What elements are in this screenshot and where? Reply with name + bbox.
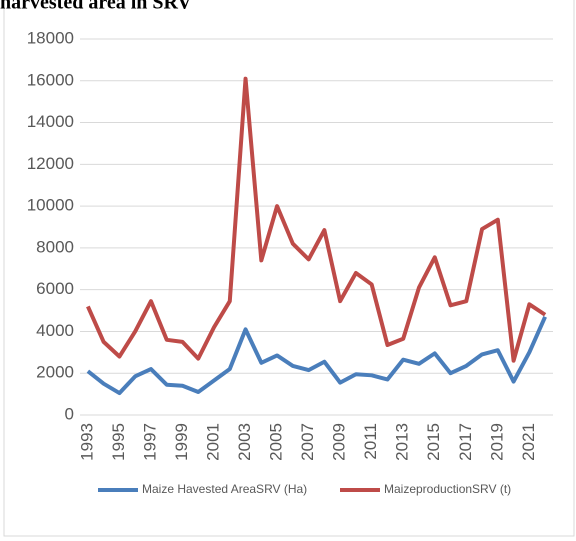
y-tick-label: 6000 <box>36 279 74 298</box>
legend-label: MaizeproductionSRV (t) <box>384 482 511 496</box>
y-tick-label: 4000 <box>36 321 74 340</box>
series-line <box>86 316 547 396</box>
y-tick-label: 16000 <box>27 70 74 89</box>
y-tick-label: 14000 <box>27 112 74 131</box>
x-tick-label: 2003 <box>235 423 254 461</box>
y-tick-label: 2000 <box>36 363 74 382</box>
x-tick-label: 1993 <box>77 423 96 461</box>
y-tick-label: 8000 <box>36 237 74 256</box>
y-tick-label: 18000 <box>27 28 74 47</box>
x-tick-label: 2013 <box>393 423 412 461</box>
y-tick-label: 10000 <box>27 196 74 215</box>
x-tick-label: 2021 <box>519 423 538 461</box>
x-tick-label: 2017 <box>456 423 475 461</box>
x-tick-label: 1997 <box>140 423 159 461</box>
x-tick-label: 2015 <box>424 423 443 461</box>
chart-frame <box>3 0 575 537</box>
x-tick-label: 2011 <box>361 423 380 460</box>
x-tick-label: 2007 <box>298 423 317 461</box>
x-tick-label: 1995 <box>109 423 128 461</box>
x-tick-label: 2019 <box>487 423 506 461</box>
chart-title: harvested area in SRV <box>0 0 192 14</box>
x-tick-label: 2009 <box>330 423 349 461</box>
legend-label: Maize Havested AreaSRV (Ha) <box>142 482 307 496</box>
x-tick-label: 2001 <box>204 423 223 461</box>
x-tick-label: 2005 <box>267 423 286 461</box>
y-tick-label: 0 <box>65 404 74 423</box>
x-tick-label: 1999 <box>172 423 191 461</box>
series-line <box>86 76 547 363</box>
y-tick-label: 12000 <box>27 154 74 173</box>
